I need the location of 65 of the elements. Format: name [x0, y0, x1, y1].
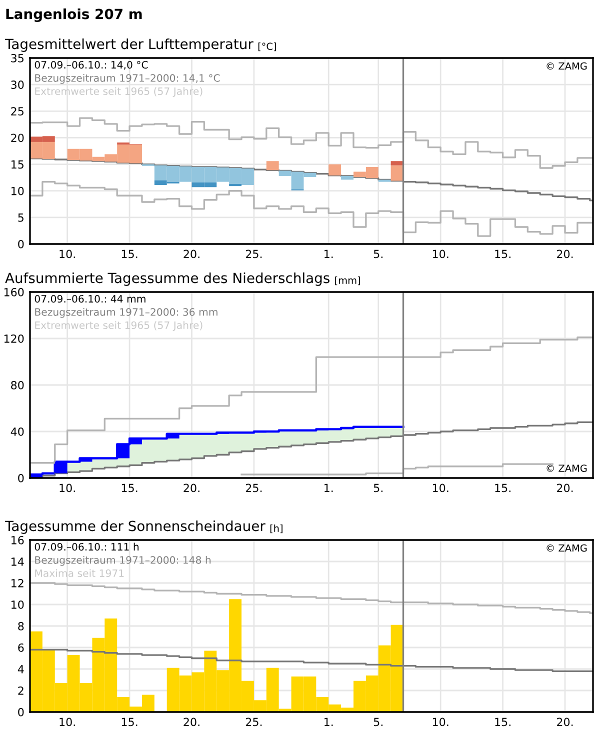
x-tick-label: 15.	[495, 718, 510, 726]
x-tick-label: 20.	[556, 250, 573, 258]
chart-title: Tagessumme der Sonnenscheindauer	[4, 520, 266, 534]
x-tick-label: 15.	[495, 250, 510, 258]
x-tick-label: 20.	[556, 484, 573, 492]
y-tick-label: 4	[18, 665, 24, 674]
chart-title: Langenlois 207 m	[6, 8, 142, 22]
x-tick-label: 15.	[122, 484, 138, 492]
annotation: © ZAMG	[546, 544, 587, 552]
y-tick-label: 120	[4, 334, 24, 343]
x-tick-label: 10.	[432, 718, 448, 726]
annotation: Bezugszeitraum 1971–2000: 36 mm	[35, 308, 218, 318]
y-tick-label: 25	[11, 107, 24, 116]
x-tick-label: 25.	[246, 250, 262, 258]
y-tick-label: 0	[18, 474, 24, 482]
y-tick-label: 15	[12, 160, 24, 169]
x-tick-label: 10.	[432, 484, 448, 492]
annotation: 07.09.–06.10.: 111 h	[34, 542, 139, 551]
y-axis-title: [h]	[270, 524, 282, 534]
x-tick-label: 10.	[60, 718, 75, 726]
y-tick-label: 40	[10, 427, 24, 436]
annotation: © ZAMG	[546, 62, 587, 70]
chart-title: Aufsummierte Tagessumme des Niederschlags	[5, 272, 330, 286]
y-tick-label: 14	[12, 558, 24, 566]
x-tick-label: 15.	[122, 718, 138, 726]
y-axis-title: [°C]	[258, 42, 276, 52]
annotation: Bezugszeitraum 1971–2000: 14,1 °C	[35, 74, 220, 84]
y-tick-label: 20	[11, 134, 24, 142]
y-tick-label: 10	[12, 186, 24, 196]
x-tick-label: 15.	[495, 484, 510, 492]
x-tick-label: 10.	[432, 250, 448, 258]
y-tick-label: 160	[4, 288, 24, 296]
y-tick-label: 8	[18, 622, 24, 630]
y-tick-label: 12	[12, 578, 24, 588]
y-tick-label: 35	[11, 54, 24, 62]
x-tick-label: 10.	[60, 484, 75, 492]
x-tick-label: 5.	[374, 484, 382, 492]
x-tick-label: 25.	[246, 484, 262, 492]
y-tick-label: 6	[18, 643, 24, 652]
x-tick-label: 1.	[324, 484, 333, 492]
y-tick-label: 2	[18, 686, 24, 695]
x-tick-label: 1.	[324, 718, 333, 726]
x-tick-label: 20.	[184, 250, 200, 258]
x-tick-label: 25.	[246, 718, 262, 726]
annotation: 07.09.–06.10.: 14,0 °C	[34, 60, 148, 70]
x-tick-label: 5.	[374, 250, 382, 258]
x-tick-label: 1.	[324, 250, 333, 258]
x-tick-label: 20.	[184, 718, 200, 726]
x-tick-label: 5.	[374, 718, 382, 726]
annotation: © ZAMG	[546, 464, 587, 472]
y-tick-label: 0	[18, 240, 24, 248]
x-tick-label: 20.	[184, 484, 200, 492]
y-tick-label: 10	[12, 600, 24, 609]
annotation: 07.09.–06.10.: 44 mm	[34, 294, 146, 303]
y-axis-title: [mm]	[335, 276, 360, 286]
y-tick-label: 5	[18, 214, 24, 222]
chart-subtitle: Tagesmittelwert der Lufttemperatur	[4, 38, 254, 52]
x-tick-label: 20.	[556, 718, 573, 726]
y-tick-label: 30	[11, 80, 24, 89]
y-tick-label: 80	[11, 380, 24, 390]
x-tick-label: 15.	[122, 250, 138, 258]
annotation: Bezugszeitraum 1971–2000: 148 h	[35, 556, 211, 566]
y-tick-label: 0	[18, 708, 24, 716]
x-tick-label: 10.	[60, 250, 75, 258]
y-tick-label: 16	[12, 536, 24, 544]
